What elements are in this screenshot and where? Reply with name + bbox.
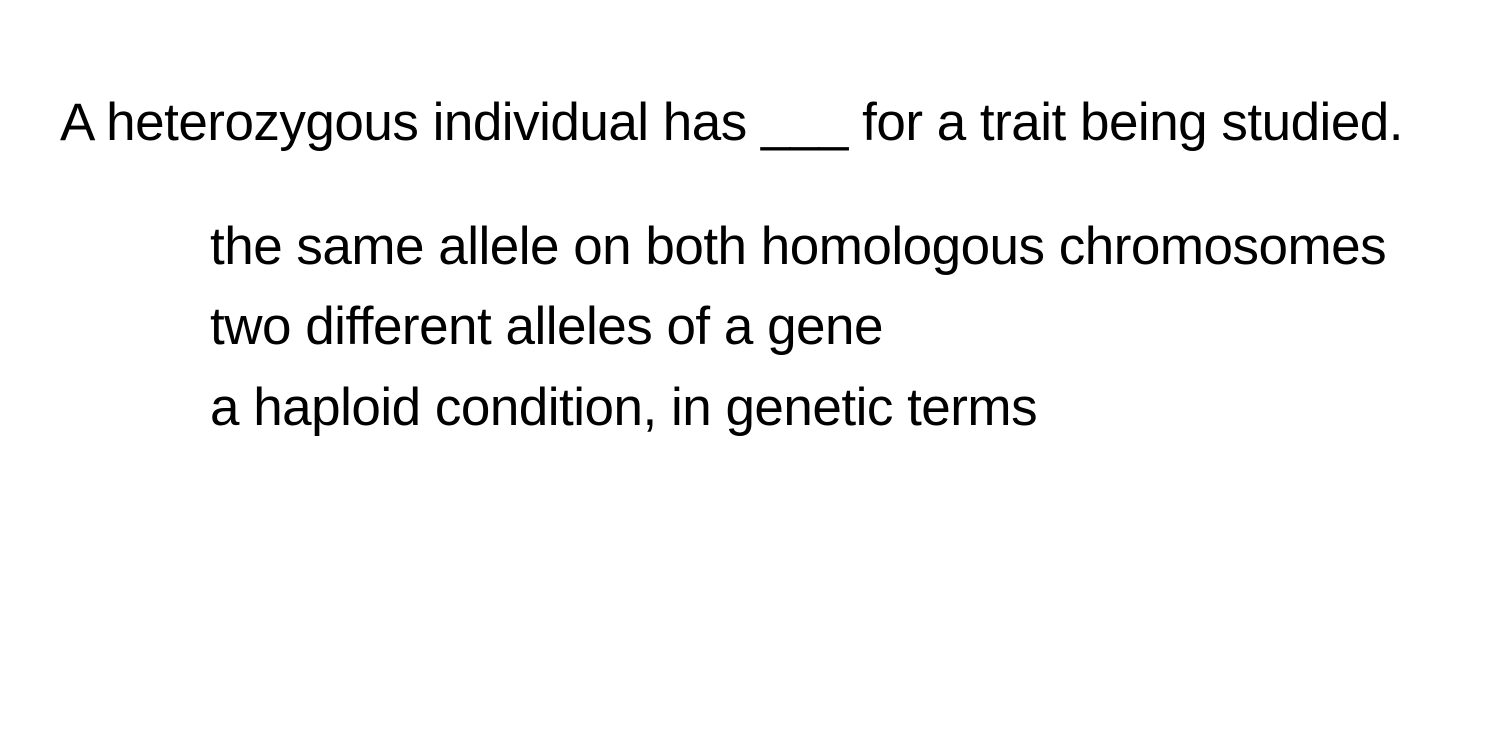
question-text: A heterozygous individual has ___ for a …	[60, 85, 1440, 162]
option-item: two different alleles of a gene	[210, 287, 1440, 368]
option-item: the same allele on both homologous chrom…	[210, 207, 1440, 288]
options-list: the same allele on both homologous chrom…	[60, 207, 1440, 449]
option-item: a haploid condition, in genetic terms	[210, 368, 1440, 449]
